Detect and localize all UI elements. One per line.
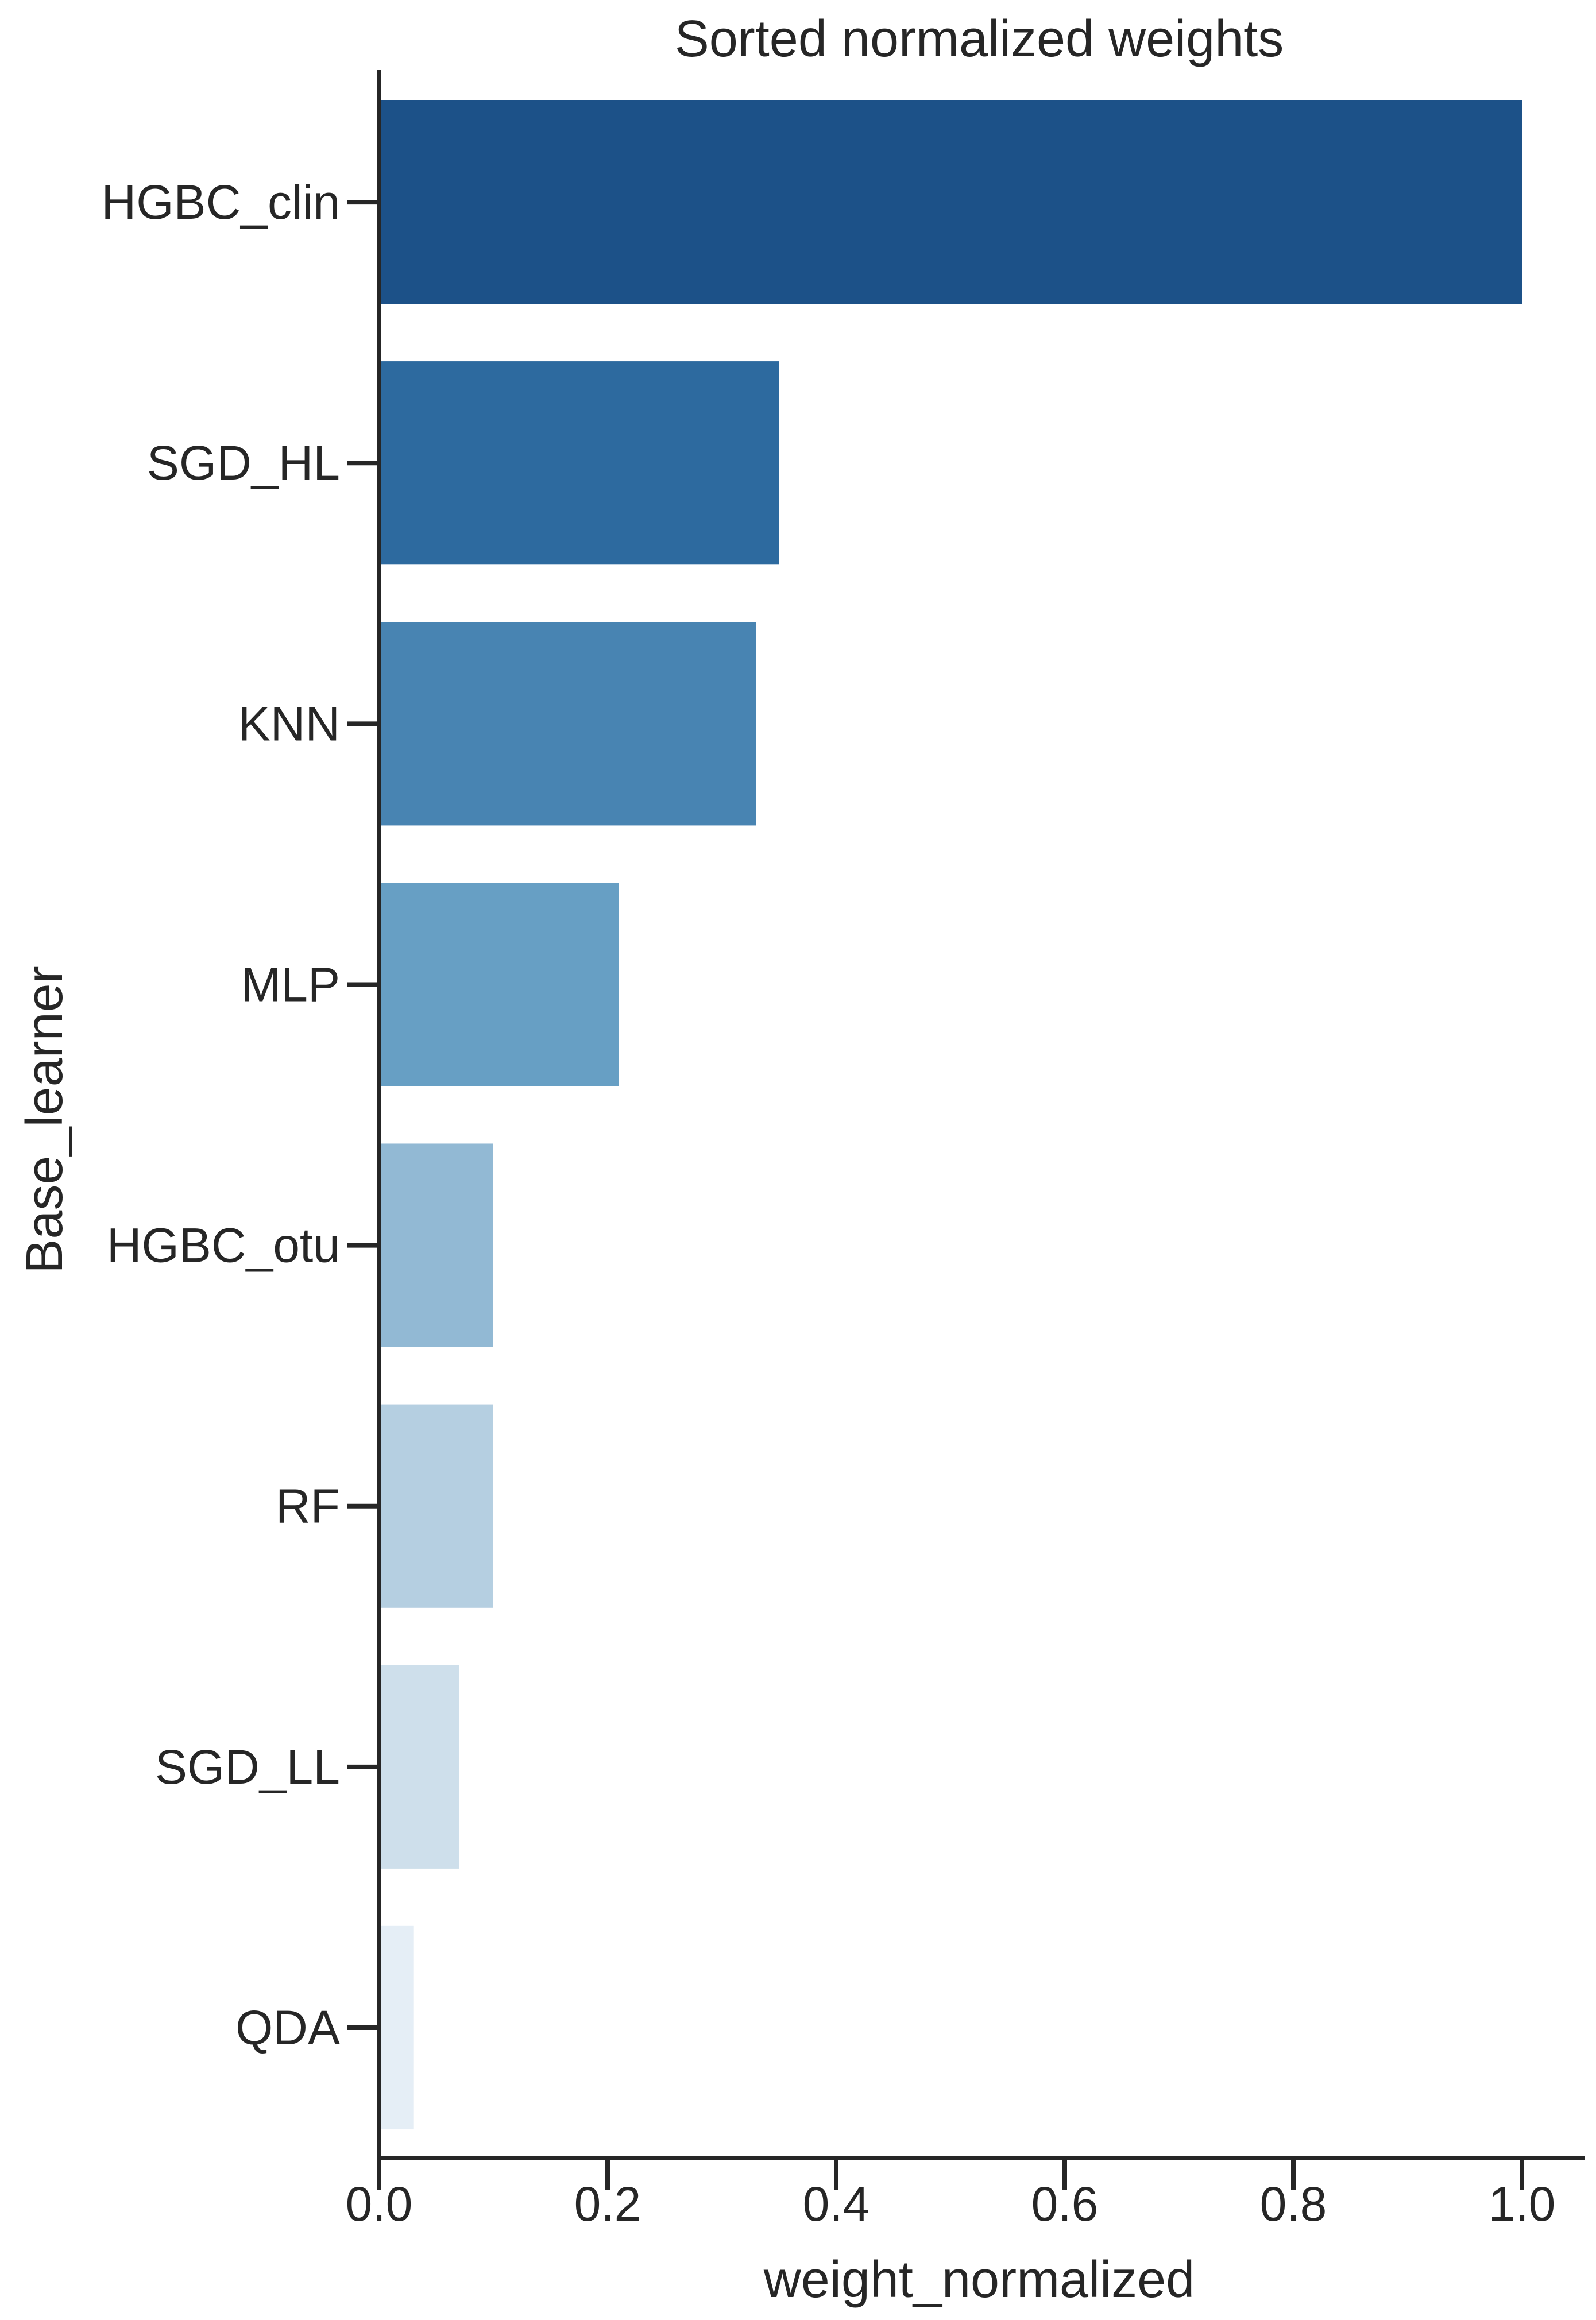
y-ticks-layer: HGBC_clin SGD_HL KNN MLP HGBC_otu RF SGD_LL QDA — [102, 175, 379, 2055]
bar-hgbc-clin — [379, 100, 1522, 304]
bars-layer — [379, 100, 1522, 2130]
x-tick-label: 0.8 — [1260, 2177, 1327, 2231]
x-tick-label: 0.6 — [1031, 2177, 1099, 2231]
bar-sgd-hl — [379, 361, 779, 565]
x-tick-label: 0.0 — [346, 2177, 413, 2231]
y-axis-title: Base_learner — [16, 966, 74, 1273]
y-tick-label: SGD_HL — [147, 436, 340, 490]
x-ticks-layer: 0.0 0.2 0.4 0.6 0.8 1.0 — [346, 2158, 1556, 2231]
bar-knn — [379, 622, 756, 826]
bar-qda — [379, 1925, 414, 2130]
y-tick-label: MLP — [241, 957, 340, 1011]
bar-mlp — [379, 883, 619, 1086]
y-tick-label: SGD_LL — [155, 1740, 340, 1794]
x-tick-label: 1.0 — [1489, 2177, 1556, 2231]
x-tick-label: 0.2 — [574, 2177, 642, 2231]
x-axis-title: weight_normalized — [763, 2251, 1195, 2309]
y-tick-label: QDA — [235, 2001, 340, 2055]
x-tick-label: 0.4 — [803, 2177, 870, 2231]
bar-hgbc-otu — [379, 1143, 493, 1347]
y-tick-label: HGBC_otu — [107, 1219, 340, 1273]
y-tick-label: KNN — [238, 697, 340, 751]
bar-sgd-ll — [379, 1665, 459, 1869]
chart-title: Sorted normalized weights — [675, 10, 1284, 68]
bar-rf — [379, 1404, 493, 1608]
y-tick-label: RF — [276, 1479, 340, 1533]
y-tick-label: HGBC_clin — [102, 175, 340, 229]
